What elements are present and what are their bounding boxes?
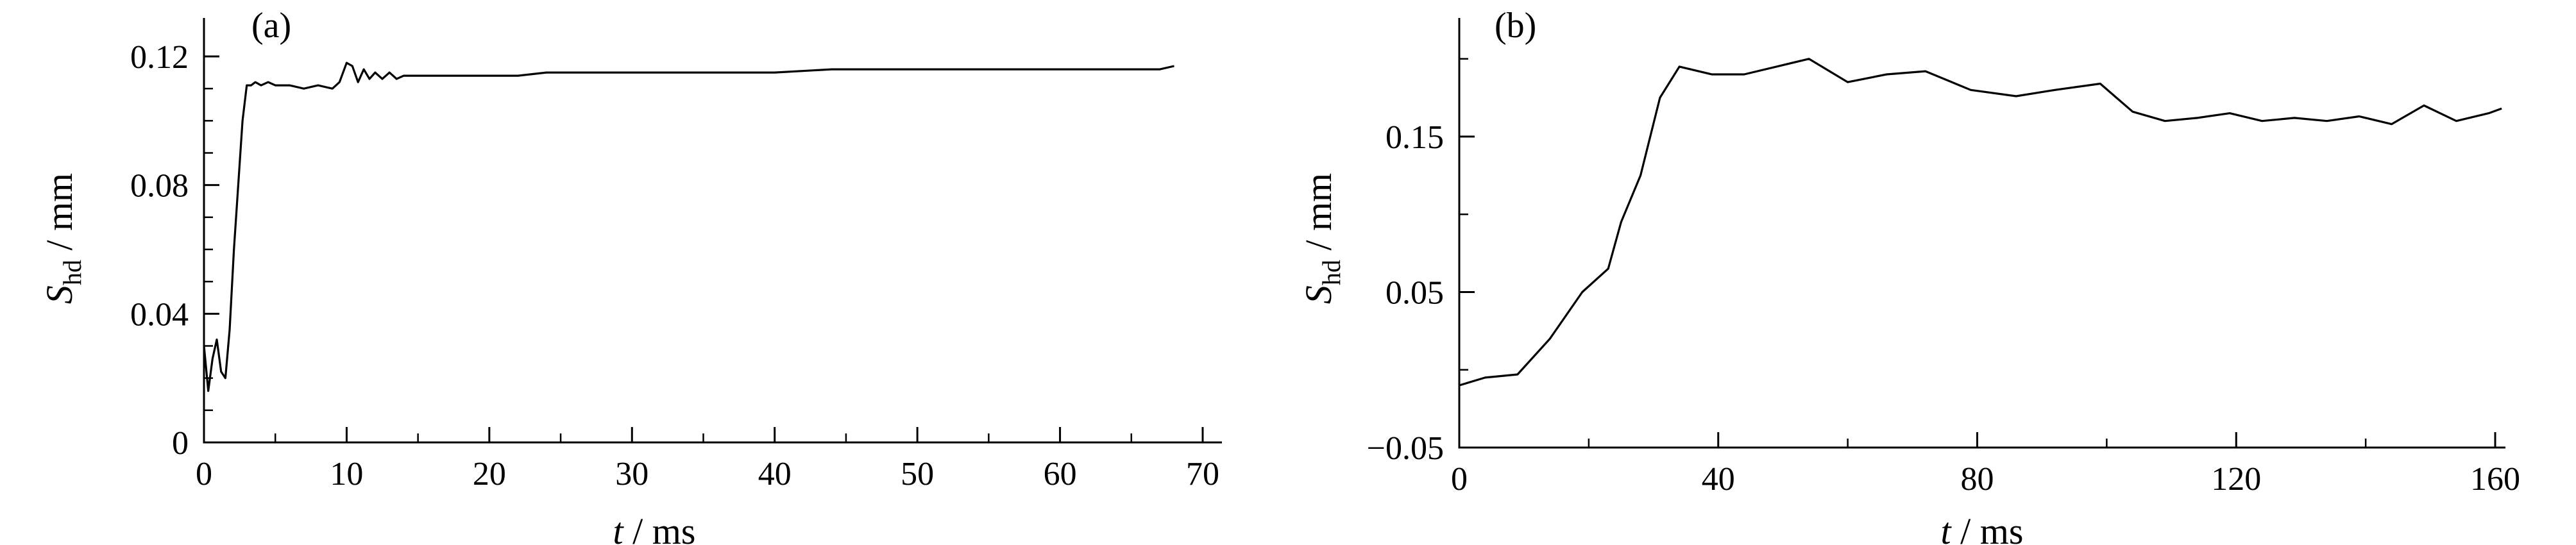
- x-axis-title-b: t / ms: [1941, 510, 2024, 545]
- x-tick-label: 80: [1961, 461, 1994, 498]
- x-axis-var-b: t: [1941, 510, 1953, 545]
- y-axis-var-b: S: [1298, 285, 1339, 304]
- y-axis-sub-a: hd: [58, 260, 87, 285]
- chart-panel-b: (b) 0 40 80 120 160 −0.05 0.05 0.15 t / ms Shd …: [1298, 6, 2520, 545]
- x-tick-label: 10: [330, 456, 363, 492]
- x-tick-label: 30: [615, 456, 648, 492]
- x-tick-label: 40: [758, 456, 792, 492]
- x-tick-label: 0: [196, 456, 212, 492]
- ticks-a: [203, 55, 1204, 444]
- axes-b: [1458, 18, 2505, 449]
- panel-label-a: (a): [251, 6, 291, 46]
- y-axis-title-a: Shd / mm: [38, 173, 87, 304]
- y-tick-label: 0.08: [130, 168, 189, 205]
- x-tick-label: 0: [1451, 461, 1468, 498]
- x-tick-label: 40: [1702, 461, 1735, 498]
- x-tick-label: 20: [473, 456, 506, 492]
- x-axis-unit-a: / ms: [623, 510, 696, 545]
- series-line-b: [1459, 58, 2502, 387]
- tick-labels-b: 0 40 80 120 160 −0.05 0.05 0.15: [1367, 119, 2520, 498]
- series-line-a: [203, 62, 1174, 392]
- x-axis-var-a: t: [613, 510, 625, 545]
- x-axis-unit-b: / ms: [1951, 510, 2024, 545]
- y-tick-label: 0: [172, 425, 189, 462]
- ticks-b: [1458, 58, 2496, 449]
- y-tick-label: 0.15: [1385, 119, 1444, 156]
- axes-a: [203, 18, 1222, 444]
- panel-label-b: (b): [1495, 6, 1536, 46]
- y-tick-label: 0.12: [130, 39, 189, 76]
- y-axis-unit-b: / mm: [1298, 173, 1339, 260]
- y-axis-title-b: Shd / mm: [1298, 173, 1346, 304]
- axis-lines-a: [203, 18, 1222, 444]
- x-tick-label: 120: [2211, 461, 2261, 498]
- x-tick-label: 50: [901, 456, 934, 492]
- tick-labels-a: 0 10 20 30 40 50 60 70 0 0.04 0.08 0.12: [130, 39, 1219, 492]
- y-tick-label: 0.04: [130, 296, 189, 333]
- x-tick-label: 60: [1044, 456, 1077, 492]
- y-axis-unit-a: / mm: [38, 173, 80, 260]
- axis-lines-b: [1458, 18, 2505, 449]
- y-axis-sub-b: hd: [1317, 260, 1346, 285]
- x-tick-label: 70: [1186, 456, 1219, 492]
- x-axis-title-a: t / ms: [613, 510, 696, 545]
- y-axis-var-a: S: [38, 285, 80, 304]
- y-tick-label: −0.05: [1367, 430, 1444, 467]
- y-tick-label: 0.05: [1385, 275, 1444, 312]
- x-tick-label: 160: [2470, 461, 2520, 498]
